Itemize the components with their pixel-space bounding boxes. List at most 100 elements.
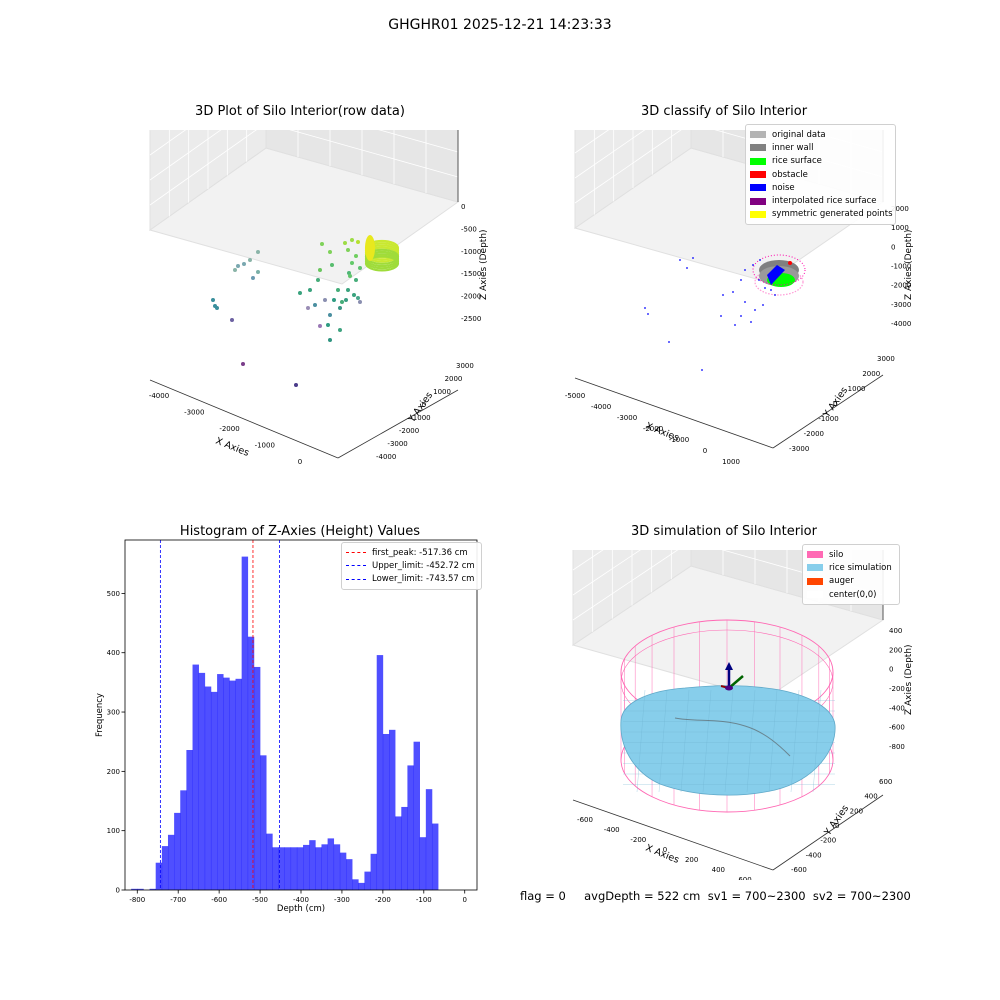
histogram-x-tick-label: 0 <box>462 896 466 904</box>
cls-z-tick-label: 1000 <box>891 224 909 232</box>
raw-data-point <box>340 300 344 304</box>
histogram-bar <box>223 677 230 890</box>
legend-label: interpolated rice surface <box>772 196 877 207</box>
histogram-bar <box>407 765 414 890</box>
histogram-y-tick-label: 100 <box>107 827 120 835</box>
cls-x-tick-label: -1000 <box>669 436 689 444</box>
simulation-legend-item: silo <box>807 548 895 561</box>
raw-data-point <box>350 261 354 265</box>
raw-data-point <box>346 248 350 252</box>
histogram-bar <box>167 834 175 890</box>
legend-label: symmetric generated points <box>772 209 893 220</box>
histogram-bar <box>370 853 378 890</box>
histogram-bar <box>382 733 390 890</box>
histogram-bar <box>309 840 316 890</box>
histogram-bar <box>131 888 138 890</box>
raw-data-point <box>328 313 332 317</box>
cls-y-tick-label: -3000 <box>789 445 809 453</box>
raw-data-point <box>316 278 320 282</box>
legend-swatch <box>750 210 766 218</box>
sim-x-tick-label: 0 <box>663 846 667 854</box>
raw-data-point <box>346 288 350 292</box>
classify-plot-title: 3D classify of Silo Interior <box>640 104 808 119</box>
histogram-bar <box>333 844 341 890</box>
rice-surface-ridge <box>674 717 791 757</box>
legend-label: original data <box>772 129 826 140</box>
cls-x-tick-label: -3000 <box>617 414 637 422</box>
sim-x-tick-label: -400 <box>604 826 620 834</box>
histogram-x-tick-label: -600 <box>211 896 227 904</box>
cls-noise-point <box>770 289 772 291</box>
histogram-bar <box>431 823 439 890</box>
sim-x-tick-label: 600 <box>738 876 751 880</box>
cls-symmetric-ring <box>752 254 806 286</box>
simulation-ylabel: Y Axies <box>822 803 851 838</box>
simulation-legend: silo rice simulation auger center(0,0) <box>802 544 900 606</box>
cls-y-tick-label: 2000 <box>862 370 880 378</box>
raw-data-point <box>320 242 324 246</box>
classify-legend-item: original data <box>750 128 891 141</box>
raw-y-axis-line <box>337 389 459 459</box>
cls-x-tick-label: -5000 <box>565 392 585 400</box>
raw-data-point <box>354 254 358 258</box>
rice-mesh-line <box>812 689 822 793</box>
histogram-y-tick-label: 200 <box>107 768 120 776</box>
histogram-title: Histogram of Z-Axies (Height) Values <box>179 524 421 539</box>
histogram-bar <box>210 691 218 890</box>
cls-noise-point <box>764 287 766 289</box>
histogram-x-tick-label: -500 <box>252 896 268 904</box>
raw-3d-plot: -4000 -3000 -2000 -1000 0 -4000 -3000 -2000 -100… <box>149 130 489 466</box>
raw-data-point <box>326 323 330 327</box>
raw-data-point <box>330 263 334 267</box>
classify-legend-item: rice surface <box>750 155 891 168</box>
legend-swatch <box>750 171 766 179</box>
sim-y-tick-label: -600 <box>791 866 807 874</box>
histogram-bar <box>260 755 267 890</box>
legend-label: Lower_limit: -743.57 cm <box>372 574 475 585</box>
sim-z-tick-label: -400 <box>889 704 905 712</box>
histogram-bar <box>395 816 402 890</box>
sim-z-tick-label: -600 <box>889 724 905 732</box>
sim-z-tick-label: -200 <box>889 685 905 693</box>
cls-y-axis-line <box>772 374 884 449</box>
cls-noise-cluster <box>767 265 785 285</box>
histogram-bar <box>419 837 427 890</box>
legend-dash <box>346 578 366 580</box>
histogram-bar <box>174 812 181 890</box>
histogram-xlabel: Depth (cm) <box>277 904 325 914</box>
histogram-bar <box>137 888 144 890</box>
raw-z-tick-label: -2500 <box>461 315 481 323</box>
raw-z-tick-label: -500 <box>461 225 477 233</box>
raw-z-tick-label: -1500 <box>461 270 481 278</box>
cls-obstacle-point <box>788 261 792 265</box>
raw-x-axis-line <box>149 379 339 459</box>
cls-noise-point <box>744 269 746 271</box>
histogram-bar <box>149 888 156 890</box>
raw-grid-line <box>149 130 187 156</box>
classify-legend-item: obstacle <box>750 168 891 181</box>
histogram-legend-item: first_peak: -517.36 cm <box>346 546 477 559</box>
cls-x-axis-line <box>574 377 774 449</box>
cls-z-tick-label: -1000 <box>891 263 911 271</box>
raw-data-point <box>248 258 252 262</box>
cls-noise-point <box>750 321 752 323</box>
cls-noise-point <box>732 291 734 293</box>
histogram-bar <box>303 844 310 890</box>
raw-data-point <box>241 362 245 366</box>
raw-data-point <box>336 288 340 292</box>
raw-data-point <box>256 250 260 254</box>
raw-data-point <box>352 293 356 297</box>
rice-mesh-line <box>790 689 800 793</box>
classify-zlabel: Z Axies (Depth) <box>904 229 914 300</box>
cls-noise-point <box>679 259 681 261</box>
classify-legend-item: interpolated rice surface <box>750 194 891 207</box>
raw-zlabel: Z Axies (Depth) <box>479 229 489 300</box>
cls-z-tick-label: -4000 <box>891 320 911 328</box>
sim-z-tick-label: 200 <box>889 646 902 654</box>
sim-y-tick-label: -400 <box>806 851 822 859</box>
raw-silo-ring-points <box>364 255 400 272</box>
cls-y-tick-label: 0 <box>833 400 837 408</box>
histogram-y-tick-label: 0 <box>116 887 120 895</box>
legend-label: silo <box>829 549 844 560</box>
legend-label: auger <box>829 576 854 587</box>
